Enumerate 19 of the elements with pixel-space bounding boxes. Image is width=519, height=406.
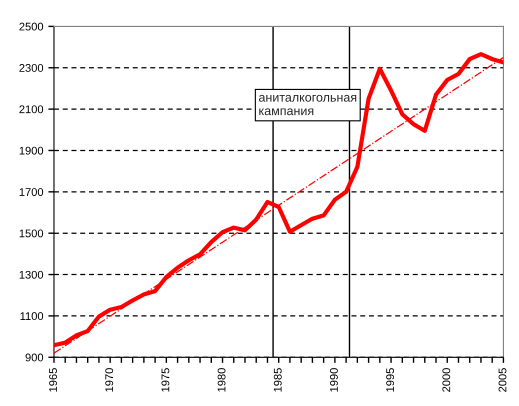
y-tick-label: 1500 bbox=[20, 229, 44, 238]
y-tick-label: 2100 bbox=[19, 105, 44, 114]
annotation: аниталкогольная кампания bbox=[259, 94, 356, 116]
y-tick-label: 1900 bbox=[20, 146, 44, 155]
x-tick-label: 1970 bbox=[105, 368, 114, 392]
y-tick-label: 900 bbox=[26, 354, 44, 362]
y-tick-label: 1700 bbox=[20, 188, 44, 196]
y-tick-label: 1300 bbox=[20, 270, 44, 279]
y-tick-label: 2300 bbox=[19, 64, 44, 72]
x-tick-label: 1995 bbox=[386, 368, 394, 392]
x-tick-label: 1985 bbox=[274, 368, 282, 392]
x-tick-label: 2005 bbox=[498, 368, 506, 392]
x-tick-label: 1990 bbox=[330, 368, 338, 392]
x-tick-label: 1975 bbox=[161, 368, 170, 392]
x-tick-label: 1965 bbox=[49, 368, 57, 392]
x-tick-label: 1980 bbox=[218, 368, 226, 392]
y-tick-label: 1100 bbox=[20, 312, 44, 320]
x-tick-label: 2000 bbox=[442, 368, 450, 392]
y-tick-label: 2500 bbox=[19, 22, 44, 31]
